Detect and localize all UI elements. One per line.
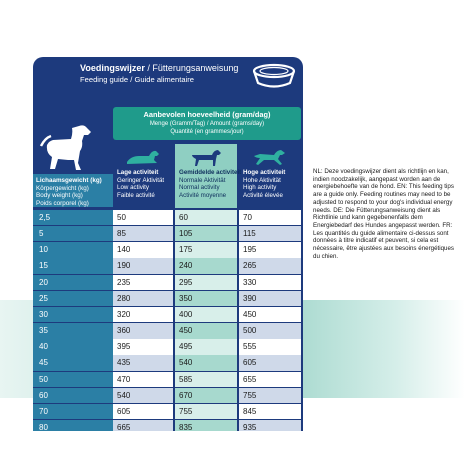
normal-activity-cell: 60	[175, 209, 237, 226]
table-row: 60 540 670 755	[33, 387, 303, 404]
table-row: 40 395 495 555	[33, 339, 303, 355]
normal-activity-cell: 105	[175, 225, 237, 242]
normal-activity-cell: 175	[175, 242, 237, 258]
recommended-amount-units: Menge (Gramm/Tag) / Amount (grams/day) Q…	[149, 121, 265, 135]
normal-activity-cell: 585	[175, 371, 237, 388]
normal-activity-cell: 835	[175, 420, 237, 431]
normal-activity-cell: 295	[175, 274, 237, 290]
weight-cell: 25	[33, 290, 113, 307]
high-activity-cell: 555	[239, 339, 301, 355]
guide-subtitle: Feeding guide / Guide alimentaire	[80, 75, 194, 84]
high-activity-cell: 390	[239, 290, 301, 307]
high-activity-cell: 935	[239, 420, 301, 431]
table-row: 70 605 755 845	[33, 403, 303, 420]
table-row: 15 190 240 265	[33, 258, 303, 274]
column-header-normal-activity: Gemiddelde activiteit Normale Aktivität …	[175, 144, 241, 208]
high-activity-cell: 195	[239, 242, 301, 258]
normal-activity-cell: 450	[175, 323, 237, 339]
low-activity-cell: 665	[113, 420, 173, 431]
table-row: 35 360 450 500	[33, 322, 303, 339]
normal-activity-cell: 350	[175, 290, 237, 307]
weight-cell: 30	[33, 306, 113, 323]
normal-activity-cell: 670	[175, 387, 237, 404]
normal-activity-cell: 495	[175, 339, 237, 355]
high-activity-cell: 70	[239, 209, 301, 226]
low-activity-cell: 140	[113, 242, 173, 258]
low-activity-cell: 360	[113, 323, 173, 339]
weight-cell: 60	[33, 387, 113, 404]
low-activity-cell: 395	[113, 339, 173, 355]
lying-dog-icon	[127, 150, 159, 164]
feeding-disclaimer-note: NL: Deze voedingswijzer dient als richtl…	[313, 168, 455, 260]
low-activity-cell: 605	[113, 404, 173, 420]
weight-cell: 15	[33, 258, 113, 274]
column-header-high-activity: Hoge activiteit Hohe Aktivität High acti…	[239, 144, 301, 208]
weight-cell: 10	[33, 242, 113, 258]
normal-activity-cell: 755	[175, 404, 237, 420]
feeding-guide-panel: Voedingswijzer / Fütterungsanweisung Fee…	[33, 57, 303, 431]
high-activity-cell: 115	[239, 225, 301, 242]
low-activity-cell: 320	[113, 306, 173, 323]
running-dog-icon	[254, 150, 285, 165]
high-activity-cell: 755	[239, 387, 301, 404]
dog-icon	[39, 125, 91, 170]
recommended-amount-box: Aanbevolen hoeveelheid (gram/dag) Menge …	[113, 107, 301, 140]
table-row: 50 470 585 655	[33, 371, 303, 388]
high-activity-cell: 450	[239, 306, 301, 323]
weight-cell: 40	[33, 339, 113, 355]
weight-cell: 45	[33, 355, 113, 371]
recommended-amount-title: Aanbevolen hoeveelheid (gram/dag)	[143, 110, 271, 119]
low-activity-cell: 235	[113, 274, 173, 290]
weight-cell: 5	[33, 225, 113, 242]
body-weight-header: Lichaamsgewicht (kg) Körpergewicht (kg) …	[33, 174, 113, 207]
feeding-table-body: 2,5 50 60 70 5 85 105 115 10 140 175 195 15 190 240…	[33, 209, 303, 431]
low-activity-cell: 540	[113, 387, 173, 404]
table-row: 10 140 175 195	[33, 241, 303, 258]
high-activity-cell: 330	[239, 274, 301, 290]
food-bowl-icon	[252, 63, 296, 88]
low-activity-cell: 435	[113, 355, 173, 371]
table-row: 5 85 105 115	[33, 225, 303, 242]
weight-cell: 35	[33, 323, 113, 339]
table-row: 45 435 540 605	[33, 355, 303, 371]
guide-title: Voedingswijzer / Fütterungsanweisung	[80, 63, 239, 73]
normal-activity-cell: 540	[175, 355, 237, 371]
high-activity-cell: 845	[239, 404, 301, 420]
weight-cell: 2,5	[33, 209, 113, 226]
table-row: 2,5 50 60 70	[33, 209, 303, 226]
weight-cell: 80	[33, 420, 113, 431]
low-activity-cell: 50	[113, 209, 173, 226]
table-row: 80 665 835 935	[33, 419, 303, 431]
high-activity-cell: 265	[239, 258, 301, 274]
low-activity-cell: 190	[113, 258, 173, 274]
column-header-low-activity: Lage activiteit Geringer Aktivität Low a…	[113, 144, 173, 208]
weight-cell: 20	[33, 274, 113, 290]
high-activity-cell: 500	[239, 323, 301, 339]
table-row: 25 280 350 390	[33, 290, 303, 307]
low-activity-cell: 470	[113, 371, 173, 388]
high-activity-cell: 605	[239, 355, 301, 371]
weight-cell: 70	[33, 404, 113, 420]
walking-dog-icon	[192, 150, 221, 166]
high-activity-cell: 655	[239, 371, 301, 388]
table-row: 20 235 295 330	[33, 274, 303, 290]
normal-activity-cell: 240	[175, 258, 237, 274]
low-activity-cell: 85	[113, 225, 173, 242]
normal-activity-cell: 400	[175, 306, 237, 323]
low-activity-cell: 280	[113, 290, 173, 307]
weight-cell: 50	[33, 371, 113, 388]
table-row: 30 320 400 450	[33, 306, 303, 323]
